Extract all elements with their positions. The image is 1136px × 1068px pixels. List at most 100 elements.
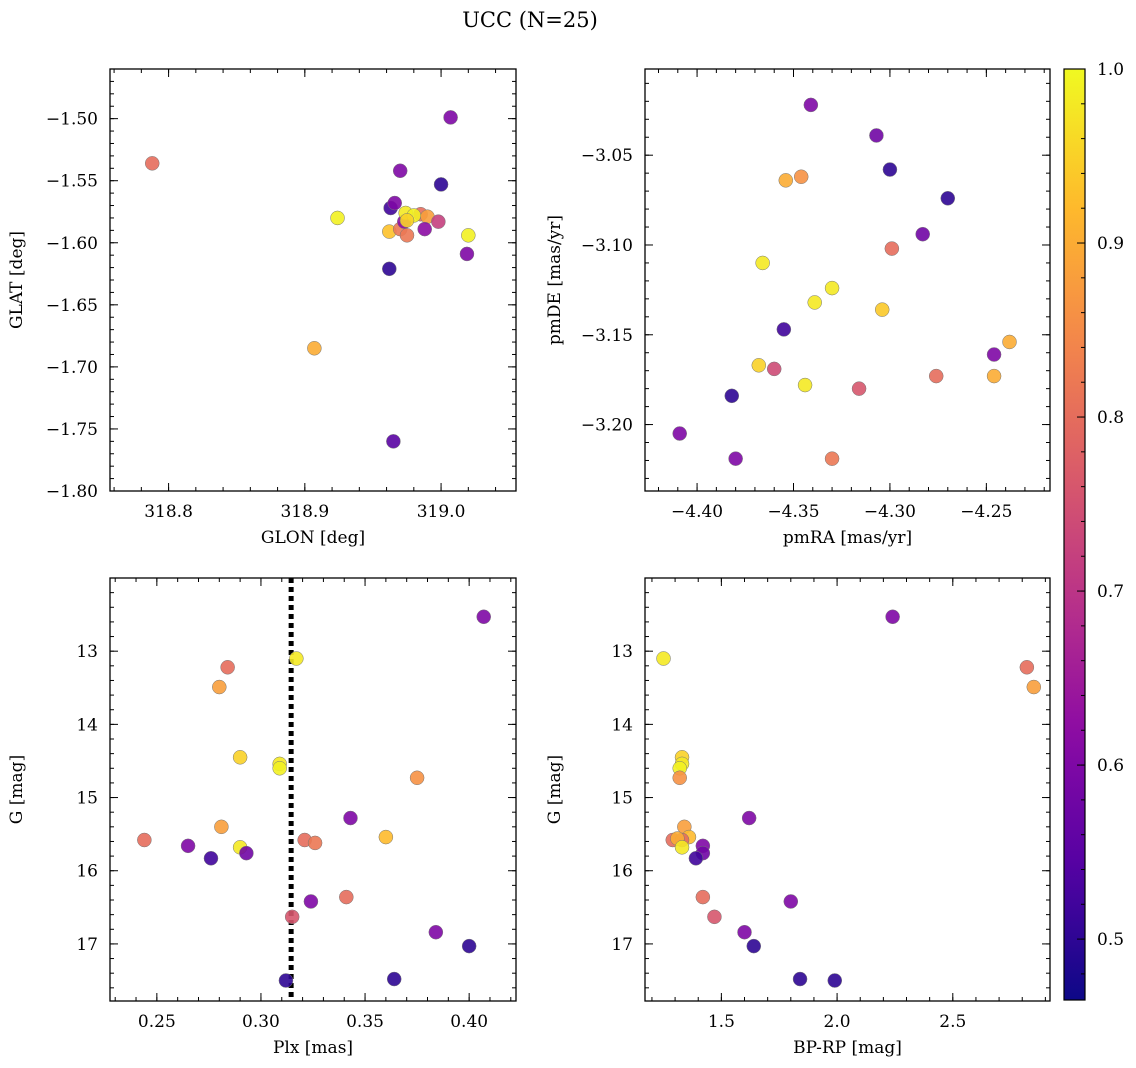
y-tick-label: 17 — [611, 935, 633, 955]
scatter-point — [386, 434, 401, 449]
scatter-point — [793, 169, 809, 184]
x-tick-label: 318.8 — [144, 502, 193, 522]
scatter-point — [874, 302, 890, 317]
scatter-point — [1026, 679, 1042, 695]
scatter-point — [824, 280, 840, 296]
y-tick-label: 14 — [76, 715, 98, 735]
scatter-point — [214, 819, 229, 835]
y-tick-label: −1.75 — [46, 420, 98, 440]
panel-3: 0.25 0.30 0.35 0.40 13 14 15 16 17 Plx [mas] G [ma… — [7, 577, 517, 1058]
scatter-point — [851, 381, 867, 396]
scatter-point — [656, 651, 671, 666]
x-axis-label: GLON [deg] — [261, 528, 365, 548]
scatter-point — [303, 894, 319, 909]
scatter-point — [428, 924, 444, 940]
y-tick-label: −1.70 — [46, 358, 98, 378]
scatter-point — [928, 368, 944, 384]
y-tick-label: 16 — [611, 862, 633, 882]
colorbar-tick-label: 0.6 — [1097, 756, 1124, 776]
colorbar-tick-label: 0.8 — [1097, 408, 1124, 428]
ticks — [645, 577, 1050, 1001]
scatter-point — [343, 810, 358, 826]
y-tick-label: −1.60 — [46, 234, 98, 254]
scatter-point — [776, 322, 792, 337]
scatter-point — [232, 750, 248, 765]
scatter-point — [387, 195, 402, 211]
scatter-point — [915, 226, 930, 242]
x-tick-label: 1.5 — [708, 1012, 735, 1032]
scatter-point — [431, 214, 446, 229]
y-tick-label: 15 — [76, 789, 98, 809]
x-axis-label: BP-RP [mag] — [793, 1038, 902, 1058]
scatter-point — [986, 347, 1002, 362]
scatter-point — [339, 889, 354, 905]
colorbar: 0.5 0.6 0.7 0.8 0.9 1.0 — [1063, 60, 1124, 1001]
plot-frame — [644, 577, 1051, 1002]
scatter-point — [695, 889, 711, 905]
scatter-point — [289, 651, 304, 666]
scatter-point — [783, 894, 799, 909]
scatter-point — [284, 909, 300, 925]
scatter-point — [737, 924, 752, 940]
y-tick-label: −1.50 — [46, 110, 98, 130]
panel-4: 1.5 2.0 2.5 13 14 15 16 17 BP-RP [mag] G [mag] — [545, 577, 1051, 1058]
scatter-point — [724, 388, 740, 404]
y-tick-label: 13 — [76, 642, 98, 662]
colorbar-tick-label: 1.0 — [1097, 60, 1124, 80]
y-tick-label: 16 — [76, 862, 98, 882]
plot-frame — [644, 68, 1051, 492]
y-axis-label: G [mag] — [7, 755, 27, 824]
x-tick-label: −4.25 — [960, 502, 1012, 522]
scatter-point — [778, 173, 794, 188]
y-tick-label: 15 — [611, 789, 633, 809]
scatter-point — [399, 213, 415, 228]
panel-2: −4.40 −4.35 −4.30 −4.25 −3.20 −3.15 −3.10 −3.05… — [545, 68, 1051, 548]
scatter-point — [476, 609, 491, 625]
y-tick-label: 14 — [611, 715, 633, 735]
scatter-point — [672, 770, 687, 786]
scatter-point — [797, 377, 813, 393]
scatter-point — [307, 835, 323, 851]
y-axis-label: pmDE [mas/yr] — [545, 215, 565, 345]
scatter-point — [278, 973, 294, 988]
y-tick-label: 13 — [611, 642, 633, 662]
scatter-point — [792, 971, 808, 987]
y-tick-label: 17 — [76, 935, 98, 955]
scatter-point — [272, 761, 287, 776]
scatter-point — [882, 162, 898, 177]
y-axis-label: GLAT [deg] — [7, 231, 27, 329]
colorbar-gradient — [1063, 68, 1086, 1001]
scatter-point — [378, 829, 394, 845]
x-tick-label: 319.0 — [417, 502, 466, 522]
x-tick-label: −4.40 — [671, 502, 723, 522]
scatter-point — [755, 255, 770, 271]
scatter-point — [827, 973, 843, 988]
scatter-point — [386, 971, 402, 987]
scatter-point — [417, 221, 432, 237]
scatter-point — [986, 368, 1002, 384]
figure-title: UCC (N=25) — [462, 8, 598, 32]
scatter-points — [144, 110, 476, 449]
y-axis-label: G [mag] — [545, 755, 565, 824]
y-tick-label: −3.15 — [581, 326, 633, 346]
scatter-point — [869, 128, 884, 143]
panels: 318.8 318.9 319.0 −1.80 −1.75 −1.70 −1.65 −1.60… — [7, 68, 1051, 1058]
scatter-point — [940, 191, 956, 206]
x-tick-label: 0.40 — [450, 1012, 488, 1032]
scatter-point — [203, 851, 219, 866]
x-tick-label: −4.35 — [767, 502, 819, 522]
scatter-points — [672, 97, 1017, 466]
scatter-point — [392, 163, 408, 179]
scatter-point — [728, 451, 743, 466]
ticks — [645, 69, 1050, 491]
scatter-point — [137, 832, 152, 848]
scatter-point — [443, 110, 458, 125]
scatter-point — [399, 228, 415, 243]
scatter-point — [433, 177, 449, 192]
y-tick-label: −1.55 — [46, 172, 98, 192]
plot-frame — [109, 68, 517, 492]
scatter-point — [807, 295, 822, 310]
plot-frame — [109, 577, 517, 1002]
ticks — [110, 68, 516, 492]
